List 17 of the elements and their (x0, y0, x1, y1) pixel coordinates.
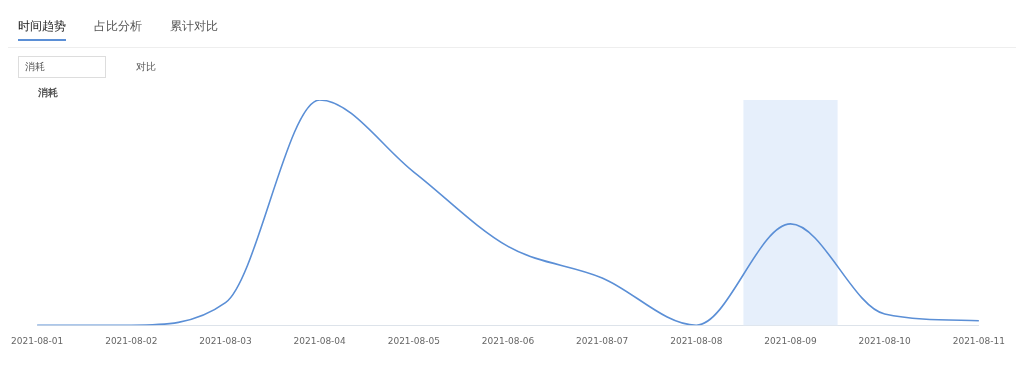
x-tick-label: 2021-08-01 (11, 335, 64, 346)
text: 时间趋势 (18, 18, 66, 41)
text: 累计对比 (170, 18, 218, 35)
x-tick-label: 2021-08-02 (105, 335, 158, 346)
x-tick-label: 2021-08-08 (670, 335, 723, 346)
x-tick-label: 2021-08-11 (952, 335, 1005, 346)
x-tick-label: 2021-08-07 (576, 335, 629, 346)
text: 消耗 (18, 56, 106, 78)
x-tick-label: 2021-08-03 (199, 335, 252, 346)
x-tick-label: 2021-08-04 (293, 335, 347, 346)
text: 占比分析 (94, 18, 142, 35)
x-tick-label: 2021-08-06 (481, 335, 535, 346)
x-tick-label: 2021-08-09 (764, 335, 817, 346)
x-tick-label: 2021-08-05 (387, 335, 440, 346)
y-axis-title: 消耗 (37, 86, 59, 100)
text: 对比 (136, 60, 156, 74)
x-tick-label: 2021-08-10 (858, 335, 912, 346)
